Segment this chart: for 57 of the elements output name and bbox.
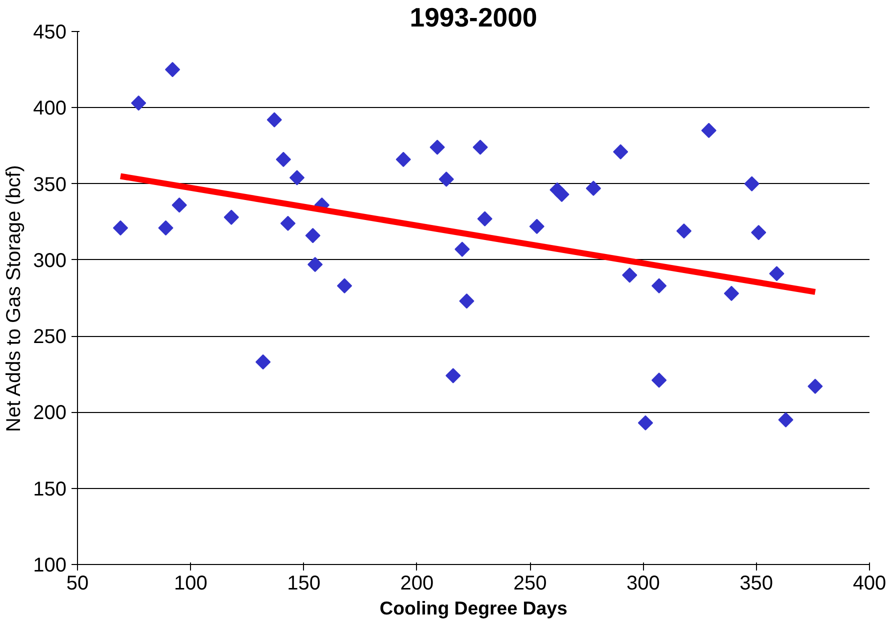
point xyxy=(172,198,187,213)
point xyxy=(744,176,760,192)
y-tick-label: 150 xyxy=(33,478,67,500)
point xyxy=(131,96,146,111)
y-tick-label: 350 xyxy=(33,174,67,196)
point xyxy=(769,266,784,282)
point xyxy=(266,112,282,128)
point xyxy=(651,372,667,388)
point xyxy=(651,278,667,294)
point xyxy=(308,256,323,272)
point xyxy=(112,220,128,236)
point xyxy=(255,354,271,370)
point xyxy=(808,378,823,394)
y-tick-label: 400 xyxy=(33,98,67,120)
x-tick-label: 200 xyxy=(400,572,434,594)
y-tick-label: 200 xyxy=(33,402,67,424)
point xyxy=(454,242,470,257)
x-tick-label: 150 xyxy=(287,572,320,594)
point xyxy=(778,412,794,428)
point xyxy=(336,278,352,294)
x-axis-title: Cooling Degree Days xyxy=(380,598,568,618)
point xyxy=(638,415,654,430)
y-tick-label: 300 xyxy=(33,250,67,272)
point xyxy=(622,268,638,283)
x-tick-label: 350 xyxy=(740,572,774,594)
point xyxy=(459,293,474,309)
point xyxy=(613,144,628,160)
x-tick-label: 250 xyxy=(513,572,547,594)
point xyxy=(586,180,602,196)
point xyxy=(280,216,296,231)
y-tick-label: 100 xyxy=(33,554,67,576)
point xyxy=(158,220,174,236)
point xyxy=(446,368,461,384)
point xyxy=(701,122,716,138)
point xyxy=(224,210,239,225)
point xyxy=(396,152,411,167)
point xyxy=(751,224,766,240)
point xyxy=(289,170,305,186)
x-tick-label: 400 xyxy=(852,572,886,594)
x-tick-label: 300 xyxy=(626,572,660,594)
point xyxy=(472,140,488,155)
point xyxy=(554,186,570,202)
y-tick-label: 450 xyxy=(33,22,67,44)
point xyxy=(477,211,492,226)
point xyxy=(676,223,692,239)
point xyxy=(438,172,454,187)
point xyxy=(430,140,445,155)
point xyxy=(305,228,320,244)
point xyxy=(276,152,291,167)
point xyxy=(164,62,180,78)
point xyxy=(724,286,740,301)
x-tick-label: 50 xyxy=(66,572,89,594)
point xyxy=(529,218,544,234)
chart-title: 1993-2000 xyxy=(410,2,538,32)
x-tick-label: 100 xyxy=(174,572,208,594)
y-axis-title: Net Adds to Gas Storage (bcf) xyxy=(3,165,26,432)
y-tick-label: 250 xyxy=(33,326,67,348)
